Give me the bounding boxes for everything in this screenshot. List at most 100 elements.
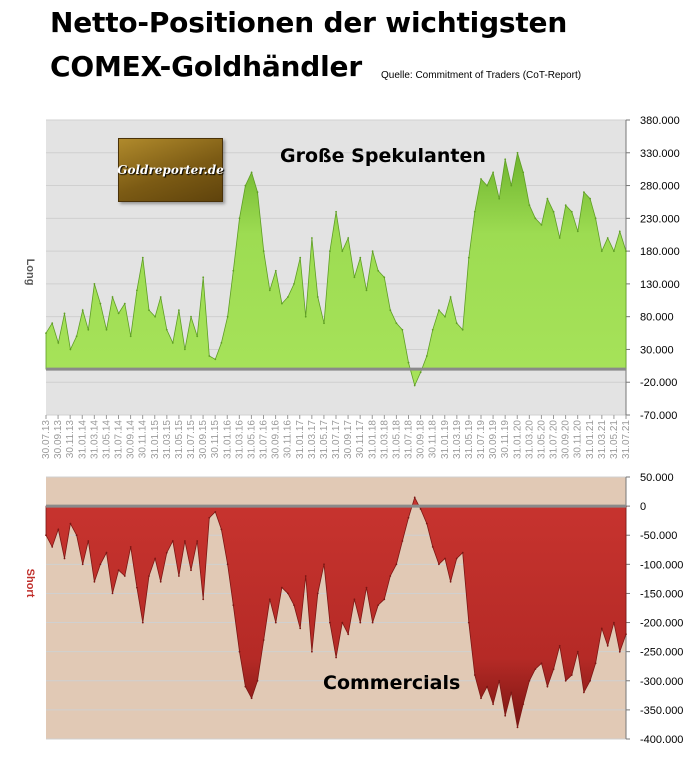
x-tick-label: 31.05.18 bbox=[391, 420, 402, 459]
top-data-point bbox=[316, 296, 319, 298]
top-data-point bbox=[311, 237, 313, 239]
top-data-point bbox=[208, 355, 211, 357]
bottom-data-point bbox=[214, 511, 217, 513]
top-data-point bbox=[244, 184, 247, 187]
top-data-point bbox=[341, 250, 344, 253]
top-data-point bbox=[558, 237, 561, 239]
bottom-data-point bbox=[244, 685, 247, 688]
bottom-tick-label: -250.000 bbox=[640, 647, 683, 659]
bottom-data-point bbox=[111, 592, 114, 595]
top-data-point bbox=[492, 171, 494, 174]
bottom-data-point bbox=[431, 546, 434, 548]
chart-title-line-1: Netto-Positionen der wichtigsten bbox=[50, 6, 568, 39]
bottom-data-point bbox=[606, 644, 609, 647]
top-data-point bbox=[262, 250, 265, 253]
x-tick-label: 30.09.19 bbox=[488, 420, 499, 459]
top-data-point bbox=[293, 283, 295, 285]
top-data-point bbox=[214, 358, 217, 361]
bottom-data-point bbox=[371, 621, 374, 624]
top-data-point bbox=[480, 178, 482, 180]
top-data-point bbox=[171, 342, 174, 344]
x-tick-label: 30.09.17 bbox=[343, 420, 354, 459]
bottom-data-point bbox=[99, 563, 102, 566]
top-data-point bbox=[57, 342, 60, 344]
top-data-point bbox=[75, 335, 78, 338]
top-data-point bbox=[540, 224, 543, 226]
speculators-annotation: Große Spekulanten bbox=[280, 145, 486, 167]
bottom-data-point bbox=[171, 540, 174, 542]
bottom-data-point bbox=[589, 679, 591, 682]
bottom-data-point bbox=[600, 627, 603, 630]
bottom-data-point bbox=[232, 604, 235, 606]
top-tick-label: 330.000 bbox=[640, 148, 680, 160]
top-series-area bbox=[45, 152, 627, 387]
bottom-data-point bbox=[256, 679, 259, 682]
top-data-point bbox=[63, 312, 66, 315]
bottom-data-point bbox=[516, 726, 519, 729]
top-data-point bbox=[618, 230, 621, 233]
bottom-data-point bbox=[576, 650, 579, 653]
bottom-tick-label: -400.000 bbox=[640, 734, 683, 746]
top-data-point bbox=[371, 250, 374, 253]
x-tick-label: 30.11.13 bbox=[65, 420, 76, 459]
top-data-point bbox=[546, 197, 549, 200]
bottom-tick-label: -100.000 bbox=[640, 559, 683, 571]
top-data-point bbox=[377, 269, 380, 272]
bottom-data-point bbox=[87, 540, 90, 542]
x-tick-label: 31.03.18 bbox=[379, 420, 390, 459]
top-tick-label: 230.000 bbox=[640, 213, 680, 225]
x-tick-label: 31.01.15 bbox=[150, 420, 161, 459]
bottom-tick-label: -50.000 bbox=[640, 530, 677, 542]
bottom-data-point bbox=[281, 586, 283, 589]
x-tick-label: 31.07.19 bbox=[476, 420, 487, 459]
top-data-point bbox=[516, 151, 519, 154]
bottom-data-point bbox=[293, 604, 295, 606]
bottom-data-point bbox=[558, 644, 561, 647]
top-tick-label: 280.000 bbox=[640, 181, 680, 193]
top-data-point bbox=[431, 328, 434, 331]
bottom-data-point bbox=[449, 580, 452, 583]
top-data-point bbox=[552, 210, 555, 213]
x-tick-label: 30.11.18 bbox=[428, 420, 439, 459]
top-data-point bbox=[576, 230, 579, 233]
bottom-data-point bbox=[444, 557, 446, 560]
x-tick-label: 31.05.14 bbox=[101, 420, 112, 459]
bottom-data-point bbox=[57, 528, 60, 531]
bottom-data-point bbox=[81, 563, 84, 566]
bottom-data-point bbox=[202, 598, 205, 601]
top-data-point bbox=[81, 309, 84, 311]
x-tick-label: 30.09.18 bbox=[416, 420, 427, 459]
bottom-data-point bbox=[407, 516, 410, 519]
bottom-data-point bbox=[613, 621, 615, 624]
x-tick-label: 30.11.15 bbox=[210, 420, 221, 459]
bottom-data-point bbox=[534, 668, 537, 670]
top-data-point bbox=[299, 256, 302, 259]
bottom-data-point bbox=[93, 580, 96, 583]
x-tick-label: 31.01.20 bbox=[512, 420, 523, 459]
x-tick-label: 31.05.17 bbox=[319, 420, 330, 459]
bottom-data-point bbox=[159, 580, 162, 583]
top-tick-label: 30.000 bbox=[640, 344, 674, 356]
bottom-data-point bbox=[226, 563, 229, 566]
x-tick-label: 31.03.20 bbox=[524, 420, 535, 459]
x-tick-label: 30.09.13 bbox=[53, 420, 64, 459]
bottom-data-point bbox=[522, 703, 525, 705]
x-tick-label: 30.11.17 bbox=[355, 420, 366, 459]
bottom-data-point bbox=[69, 522, 72, 525]
top-data-point bbox=[250, 171, 253, 174]
bottom-data-point bbox=[365, 586, 368, 589]
bottom-data-point bbox=[184, 540, 186, 542]
top-data-point bbox=[359, 256, 362, 259]
x-tick-label: 31.05.19 bbox=[464, 420, 475, 459]
bottom-data-point bbox=[395, 563, 398, 566]
x-tick-label: 30.09.16 bbox=[271, 420, 282, 459]
x-tick-label: 31.05.20 bbox=[536, 420, 547, 459]
bottom-data-point bbox=[583, 691, 585, 694]
top-data-point bbox=[117, 312, 120, 315]
bottom-data-point bbox=[220, 528, 223, 531]
top-data-point bbox=[613, 250, 615, 253]
top-tick-label: -70.000 bbox=[640, 410, 677, 422]
top-data-point bbox=[304, 315, 307, 318]
x-tick-label: 31.03.16 bbox=[234, 420, 245, 459]
